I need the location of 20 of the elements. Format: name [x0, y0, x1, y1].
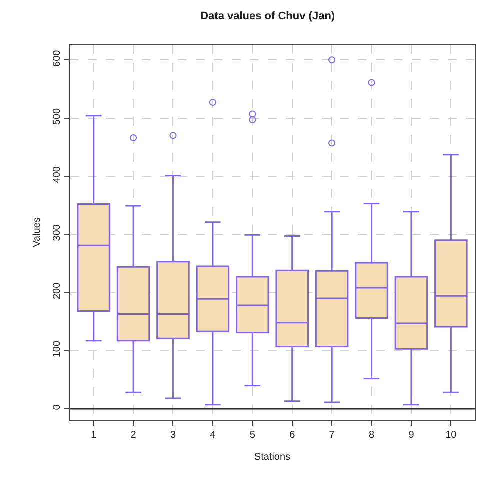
x-axis-title: Stations	[254, 452, 291, 463]
x-tick-label: 4	[210, 430, 216, 441]
x-tick-label: 9	[408, 430, 415, 441]
x-tick-label: 8	[368, 430, 375, 441]
y-tick-label: 300	[52, 224, 63, 242]
y-tick-label: 500	[52, 108, 63, 126]
y-tick-label: 600	[52, 50, 63, 67]
y-tick-label: 400	[52, 166, 63, 184]
x-tick-label: 6	[290, 430, 296, 441]
x-tick-label: 3	[170, 430, 176, 441]
y-axis-title: Values	[32, 218, 43, 248]
x-tick-label: 2	[130, 430, 137, 441]
x-tick-label: 1	[91, 430, 98, 441]
x-tick-label: 10	[446, 430, 458, 441]
y-tick-label: 200	[52, 282, 63, 300]
x-tick-label: 5	[250, 430, 256, 441]
chart-title: Data values of Chuv (Jan)	[200, 10, 336, 23]
x-tick-label: 7	[329, 430, 336, 441]
y-tick-label: 0	[52, 404, 63, 410]
y-tick-label: 100	[52, 340, 63, 358]
